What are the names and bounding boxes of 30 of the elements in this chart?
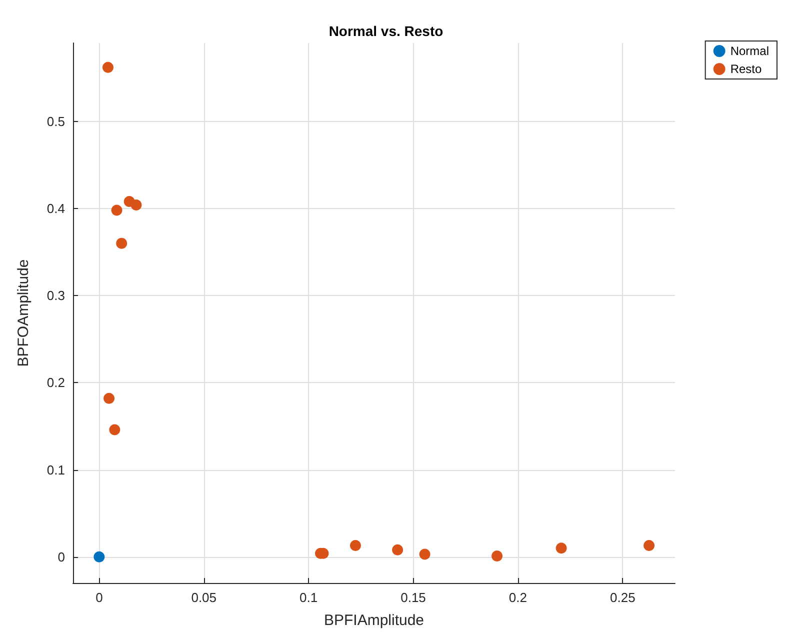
- point: [644, 540, 655, 552]
- x-tick-label: 0.05: [191, 590, 217, 605]
- point: [102, 62, 114, 73]
- chart-title: Normal vs. Resto: [328, 23, 444, 39]
- x-tick-label: 0.25: [610, 590, 636, 605]
- point: [111, 204, 122, 216]
- x-tick-label: 0: [96, 590, 103, 605]
- x-tick-label: 0.1: [300, 590, 318, 605]
- point: [392, 544, 404, 556]
- point: [492, 550, 503, 562]
- y-tick-label: 0.2: [46, 375, 65, 390]
- point: [109, 424, 120, 436]
- x-axis-title: BPFIAmplitude: [324, 612, 424, 629]
- point: [94, 551, 105, 562]
- point: [350, 540, 361, 552]
- y-tick-label: 0.4: [46, 200, 65, 216]
- point: [116, 238, 128, 249]
- x-tick-label: 0.2: [508, 590, 527, 605]
- legend-label: Resto: [730, 62, 762, 76]
- y-tick-label: 0.3: [46, 288, 65, 304]
- y-tick-label: 0: [58, 549, 65, 564]
- point: [104, 392, 115, 404]
- y-tick-label: 0.5: [46, 114, 65, 129]
- y-tick-label: 0.1: [46, 462, 65, 478]
- y-axis-title: BPFOAmplitude: [15, 259, 32, 367]
- point: [419, 548, 430, 560]
- point: [556, 542, 567, 554]
- x-tick-label: 0.15: [400, 590, 426, 605]
- point: [130, 200, 142, 210]
- legend-label: Normal: [730, 44, 769, 58]
